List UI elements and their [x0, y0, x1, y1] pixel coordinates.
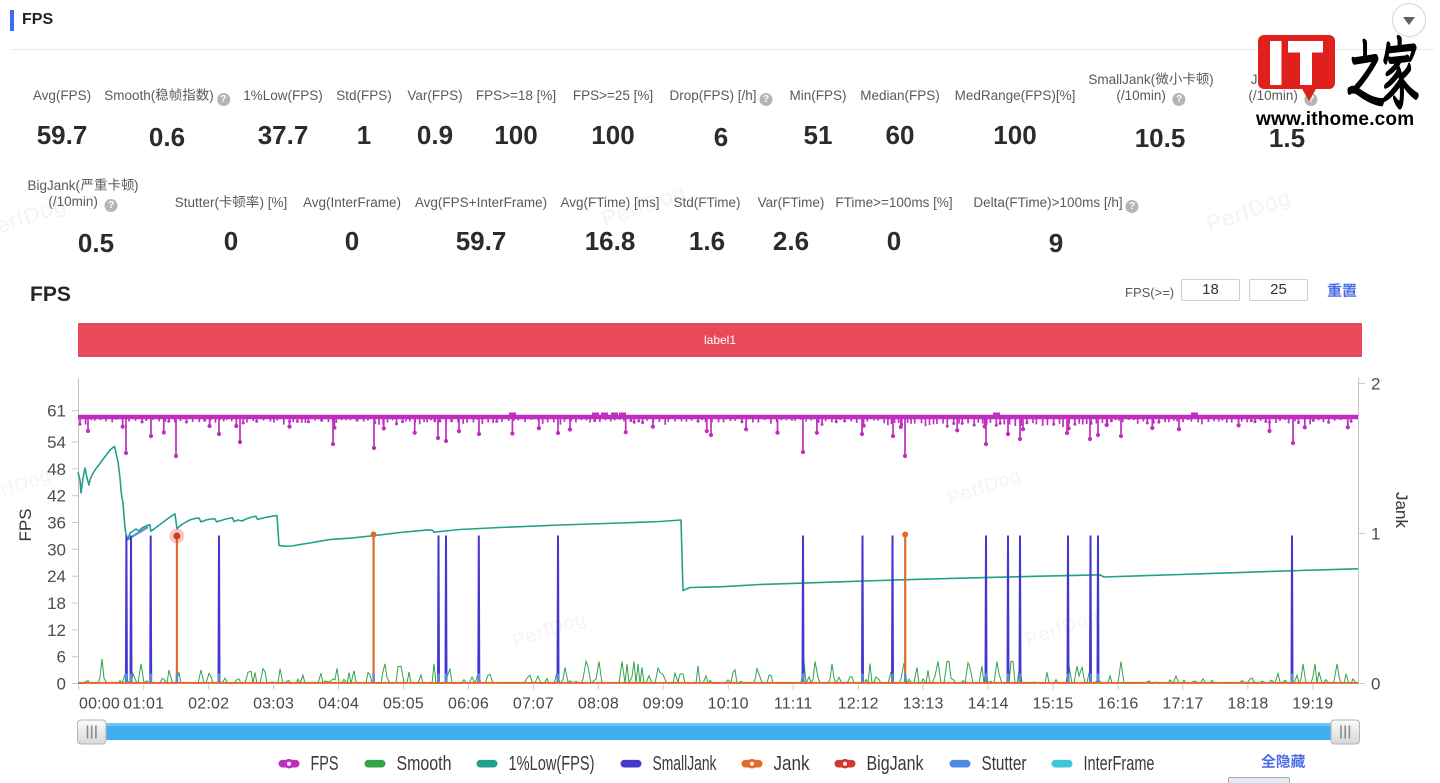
svg-text:11:11: 11:11 — [774, 696, 813, 713]
svg-text:48: 48 — [47, 460, 66, 479]
svg-text:PerfDog: PerfDog — [0, 465, 54, 510]
svg-text:06:06: 06:06 — [448, 696, 489, 713]
svg-text:04:04: 04:04 — [318, 696, 359, 713]
svg-text:Stutter: Stutter — [982, 753, 1027, 775]
svg-text:SmallJank: SmallJank — [653, 753, 718, 775]
svg-text:FPS: FPS — [311, 753, 339, 775]
svg-text:1: 1 — [1371, 525, 1380, 544]
svg-text:PerfDog: PerfDog — [510, 608, 589, 653]
svg-text:www.ithome.com: www.ithome.com — [1255, 109, 1414, 130]
svg-text:16:16: 16:16 — [1097, 696, 1138, 713]
svg-text:61: 61 — [47, 402, 66, 421]
svg-text:0: 0 — [57, 675, 66, 694]
svg-text:02:02: 02:02 — [188, 696, 229, 713]
svg-text:30: 30 — [47, 540, 66, 559]
svg-text:FPS: FPS — [16, 508, 35, 541]
svg-text:42: 42 — [47, 487, 66, 506]
svg-text:07:07: 07:07 — [513, 696, 554, 713]
svg-text:36: 36 — [47, 514, 66, 533]
svg-text:PerfDog: PerfDog — [945, 465, 1024, 510]
svg-text:14:14: 14:14 — [968, 696, 1009, 713]
svg-text:09:09: 09:09 — [643, 696, 684, 713]
svg-text:Jank: Jank — [774, 753, 811, 775]
svg-text:2: 2 — [1371, 375, 1380, 394]
svg-text:18: 18 — [47, 594, 66, 613]
svg-text:19:19: 19:19 — [1292, 696, 1333, 713]
svg-text:08:08: 08:08 — [578, 696, 619, 713]
svg-text:Jank: Jank — [1392, 492, 1411, 528]
svg-text:12: 12 — [47, 621, 66, 640]
svg-text:13:13: 13:13 — [903, 696, 944, 713]
svg-text:17:17: 17:17 — [1162, 696, 1203, 713]
svg-text:1%Low(FPS): 1%Low(FPS) — [509, 753, 595, 775]
svg-text:24: 24 — [47, 567, 66, 586]
svg-text:15:15: 15:15 — [1032, 696, 1073, 713]
svg-text:54: 54 — [47, 433, 66, 452]
svg-text:05:05: 05:05 — [383, 696, 424, 713]
svg-text:10:10: 10:10 — [708, 696, 749, 713]
svg-text:00:00: 00:00 — [79, 696, 120, 713]
svg-text:0: 0 — [1371, 675, 1380, 694]
svg-text:03:03: 03:03 — [253, 696, 294, 713]
svg-text:01:01: 01:01 — [123, 696, 164, 713]
svg-text:BigJank: BigJank — [867, 753, 925, 775]
svg-text:12:12: 12:12 — [838, 696, 879, 713]
svg-text:6: 6 — [57, 648, 66, 667]
svg-text:Smooth: Smooth — [397, 753, 452, 775]
svg-text:18:18: 18:18 — [1227, 696, 1268, 713]
svg-text:InterFrame: InterFrame — [1084, 753, 1155, 775]
